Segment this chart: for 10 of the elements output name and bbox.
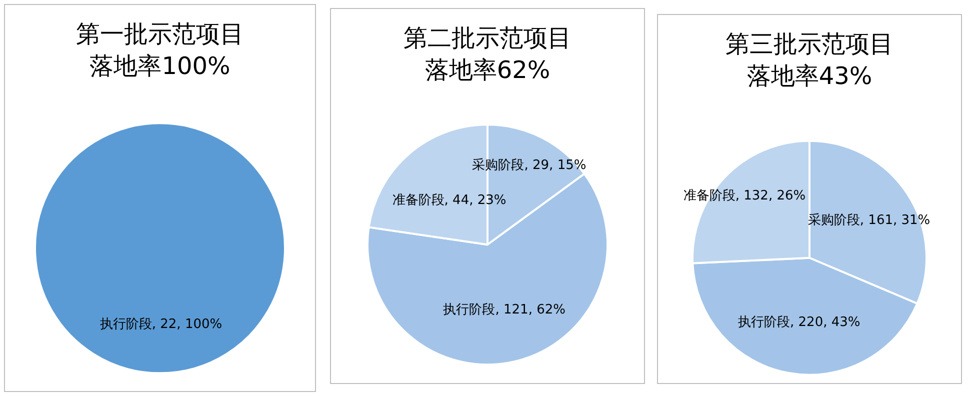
- chart-title: 第一批示范项目落地率100%: [76, 20, 244, 80]
- slice-label: 准备阶段, 44, 23%: [392, 192, 506, 208]
- slice-label: 执行阶段, 220, 43%: [738, 315, 860, 330]
- slice-label: 采购阶段, 161, 31%: [808, 212, 930, 228]
- slice-label: 执行阶段, 22, 100%: [100, 316, 222, 332]
- slice-label: 准备阶段, 132, 26%: [683, 188, 806, 204]
- chart-title: 第二批示范项目落地率62%: [404, 24, 572, 84]
- chart-title: 第三批示范项目落地率43%: [726, 30, 894, 90]
- slice-label: 采购阶段, 29, 15%: [472, 158, 586, 174]
- slice-label: 执行阶段, 121, 62%: [443, 302, 566, 318]
